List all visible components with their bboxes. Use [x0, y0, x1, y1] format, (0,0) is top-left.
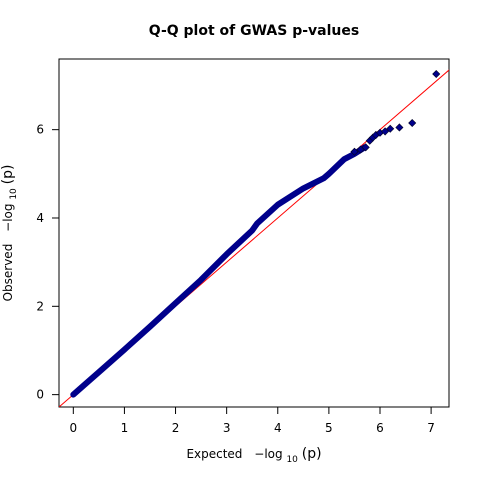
x-tick-label: 2: [172, 421, 180, 435]
x-tick-label: 3: [223, 421, 231, 435]
data-point: [386, 124, 395, 133]
x-axis-label-sub: 10: [286, 455, 298, 465]
y-tick-label: 6: [36, 123, 44, 137]
y-tick-label: 0: [36, 388, 44, 402]
data-point: [408, 119, 417, 128]
y-axis-label: Observed −log 10 (p): [0, 165, 19, 302]
y-axis-label-arg: (p): [0, 165, 16, 185]
x-axis-label-base: −log: [254, 447, 282, 461]
data-point: [381, 127, 390, 136]
x-tick-label: 1: [121, 421, 129, 435]
x-tick-label: 5: [325, 421, 333, 435]
y-axis-label-sub: 10: [9, 188, 19, 200]
y-tick-label: 4: [36, 211, 44, 225]
chart-title: Q-Q plot of GWAS p-values: [149, 23, 359, 39]
x-tick-label: 7: [427, 421, 435, 435]
plot-area: [58, 58, 450, 408]
data-point: [350, 147, 359, 156]
x-tick-label: 6: [376, 421, 384, 435]
x-axis-label-prefix: Expected: [186, 447, 242, 461]
data-point: [432, 69, 441, 79]
x-tick-label: 4: [274, 421, 282, 435]
data-point: [395, 123, 404, 132]
y-axis-label-base: −log: [1, 204, 15, 232]
x-axis-label: Expected −log 10 (p): [186, 446, 321, 465]
x-axis-label-arg: (p): [302, 446, 322, 462]
y-axis-ticks: 0 2 4 6: [36, 123, 59, 402]
data-point: [361, 143, 370, 152]
x-axis-ticks: 0 1 2 3 4 5 6 7: [69, 407, 435, 435]
y-tick-label: 2: [36, 299, 44, 313]
x-tick-label: 0: [69, 421, 77, 435]
data-points: [350, 69, 441, 156]
observed-curve: [70, 144, 368, 398]
y-axis-label-prefix: Observed: [1, 244, 15, 302]
